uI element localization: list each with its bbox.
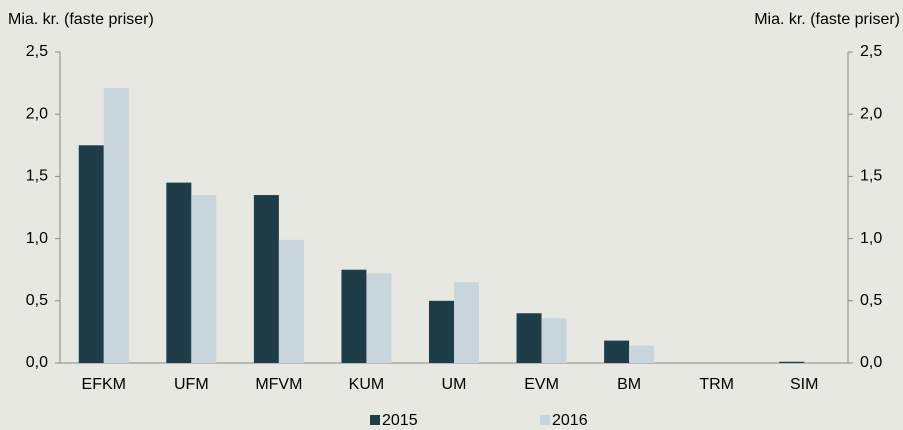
x-tick-label: EVM [524,376,559,393]
x-tick-label: KUM [349,376,385,393]
x-tick-label: UM [442,376,467,393]
bar [541,318,567,363]
y2-tick-label: 2,0 [860,105,882,122]
x-tick-label: SIM [790,376,818,393]
bar [604,340,630,363]
bar [253,195,279,363]
bar [103,88,129,364]
bar [779,361,805,363]
y-tick-label: 0,5 [26,292,48,309]
bar [191,195,217,363]
bar [516,313,542,363]
bar [454,282,479,363]
y-tick-label: 1,0 [26,230,48,247]
y-tick-label: 2,5 [26,43,48,60]
legend-swatch [370,415,380,425]
x-tick-label: TRM [699,376,734,393]
x-tick-label: BM [617,376,641,393]
y-tick-label: 2,0 [26,105,48,122]
bar [278,239,304,363]
bar [429,300,454,363]
y-axis-label: Mia. kr. (faste priser) [8,11,154,28]
bar [78,145,104,363]
y2-tick-label: 2,5 [860,43,882,60]
x-tick-label: EFKM [82,376,126,393]
y2-tick-label: 0,0 [860,354,882,371]
bar [166,182,192,363]
bar [366,273,392,363]
legend-label: 2016 [552,412,588,429]
y2-tick-label: 0,5 [860,292,882,309]
y-tick-label: 1,5 [26,168,48,185]
legend-label: 2015 [382,412,418,429]
y2-tick-label: 1,0 [860,230,882,247]
x-tick-label: MFVM [255,376,302,393]
y2-axis-label: Mia. kr. (faste priser) [754,11,900,28]
x-tick-label: UFM [174,376,209,393]
legend-swatch [540,415,550,425]
y-tick-label: 0,0 [26,354,48,371]
bar [629,345,655,363]
y2-tick-label: 1,5 [860,168,882,185]
bar [341,269,367,363]
